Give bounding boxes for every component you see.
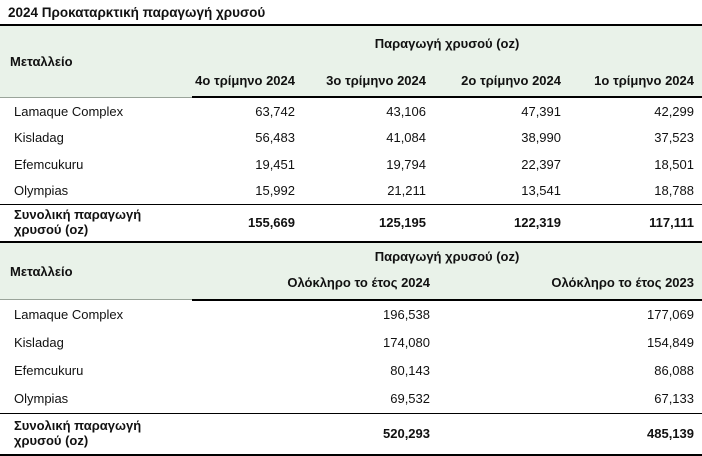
gold-production-group-header: Παραγωγή χρυσού (oz) <box>192 26 702 57</box>
group-header-row: Μεταλλείο Παραγωγή χρυσού (oz) <box>0 242 702 301</box>
value-cell: 18,501 <box>654 156 694 172</box>
table-row-kisladag: Kisladag 174,080 154,849 <box>0 329 702 357</box>
value-cell: 69,532 <box>390 391 430 407</box>
value-cell: 42,299 <box>654 103 694 119</box>
mine-column-header: Μεταλλείο <box>0 26 192 98</box>
gold-production-group-header: Παραγωγή χρυσού (oz) <box>192 242 702 269</box>
group-header-row: Μεταλλείο Παραγωγή χρυσού (oz) <box>0 26 702 98</box>
mine-name-cell: Kisladag <box>14 335 64 351</box>
column-header-q3-2024: 3ο τρίμηνο 2024 <box>303 57 434 98</box>
value-cell: 18,788 <box>654 183 694 199</box>
total-row: Συνολική παραγωγή χρυσού (oz) 155,669 12… <box>0 203 702 243</box>
value-cell: 21,211 <box>387 183 426 199</box>
column-header-q1-2024: 1ο τρίμηνο 2024 <box>569 57 702 98</box>
value-cell: 43,106 <box>386 103 426 119</box>
total-value-cell: 122,319 <box>434 203 569 243</box>
mine-name-cell: Lamaque Complex <box>14 307 124 323</box>
mine-name-cell: Lamaque Complex <box>14 103 124 119</box>
column-header-row: 4ο τρίμηνο 2024 3ο τρίμηνο 2024 2ο τρίμη… <box>0 57 702 98</box>
value-cell: 37,523 <box>654 130 694 146</box>
mine-name-cell: Efemcukuru <box>14 156 84 172</box>
value-cell: 38,990 <box>521 130 561 146</box>
quarterly-production-table: Μεταλλείο Παραγωγή χρυσού (oz) 4ο τρίμην… <box>0 26 702 243</box>
table-row-olympias: Olympias 69,532 67,133 <box>0 385 702 414</box>
table-row-lamaque: Lamaque Complex 196,538 177,069 <box>0 300 702 329</box>
value-cell: 19,451 <box>255 156 295 172</box>
value-cell: 86,088 <box>654 363 694 379</box>
mine-name-cell: Kisladag <box>14 130 64 146</box>
value-cell: 22,397 <box>521 156 561 172</box>
total-label: Συνολική παραγωγή χρυσού (oz) <box>0 412 192 456</box>
value-cell: 63,742 <box>255 103 295 119</box>
column-header-full-year-2023: Ολόκληρο το έτος 2023 <box>438 268 702 301</box>
total-value-cell: 117,111 <box>569 203 702 243</box>
value-cell: 47,391 <box>521 103 561 119</box>
column-header-row: Ολόκληρο το έτος 2024 Ολόκληρο το έτος 2… <box>0 268 702 301</box>
table-row-olympias: Olympias 15,992 21,211 13,541 18,788 <box>0 178 702 205</box>
value-cell: 67,133 <box>654 391 694 407</box>
mine-column-header: Μεταλλείο <box>0 242 192 301</box>
mine-name-cell: Olympias <box>14 183 69 199</box>
table-row-efemcukuru: Efemcukuru 19,451 19,794 22,397 18,501 <box>0 151 702 178</box>
table-row-lamaque: Lamaque Complex 63,742 43,106 47,391 42,… <box>0 97 702 125</box>
value-cell: 196,538 <box>383 307 430 323</box>
table-row-efemcukuru: Efemcukuru 80,143 86,088 <box>0 357 702 385</box>
total-label: Συνολική παραγωγή χρυσού (oz) <box>0 203 192 243</box>
value-cell: 154,849 <box>647 335 694 351</box>
value-cell: 80,143 <box>390 363 430 379</box>
total-row: Συνολική παραγωγή χρυσού (oz) 520,293 48… <box>0 412 702 456</box>
column-header-q2-2024: 2ο τρίμηνο 2024 <box>434 57 569 98</box>
value-cell: 177,069 <box>647 307 694 323</box>
annual-production-table: Μεταλλείο Παραγωγή χρυσού (oz) Ολόκληρο … <box>0 242 702 456</box>
value-cell: 15,992 <box>255 183 295 199</box>
total-value-cell: 520,293 <box>192 412 438 456</box>
column-header-full-year-2024: Ολόκληρο το έτος 2024 <box>192 268 438 301</box>
mine-name-cell: Efemcukuru <box>14 363 84 379</box>
value-cell: 174,080 <box>383 335 430 351</box>
column-header-q4-2024: 4ο τρίμηνο 2024 <box>192 57 303 98</box>
table-row-kisladag: Kisladag 56,483 41,084 38,990 37,523 <box>0 125 702 152</box>
total-value-cell: 125,195 <box>303 203 434 243</box>
value-cell: 56,483 <box>255 130 295 146</box>
value-cell: 13,541 <box>521 183 561 199</box>
mine-name-cell: Olympias <box>14 391 69 407</box>
total-value-cell: 485,139 <box>438 412 702 456</box>
value-cell: 19,794 <box>386 156 426 172</box>
total-value-cell: 155,669 <box>192 203 303 243</box>
value-cell: 41,084 <box>386 130 426 146</box>
page-title: 2024 Προκαταρκτική παραγωγή χρυσού <box>0 0 702 26</box>
